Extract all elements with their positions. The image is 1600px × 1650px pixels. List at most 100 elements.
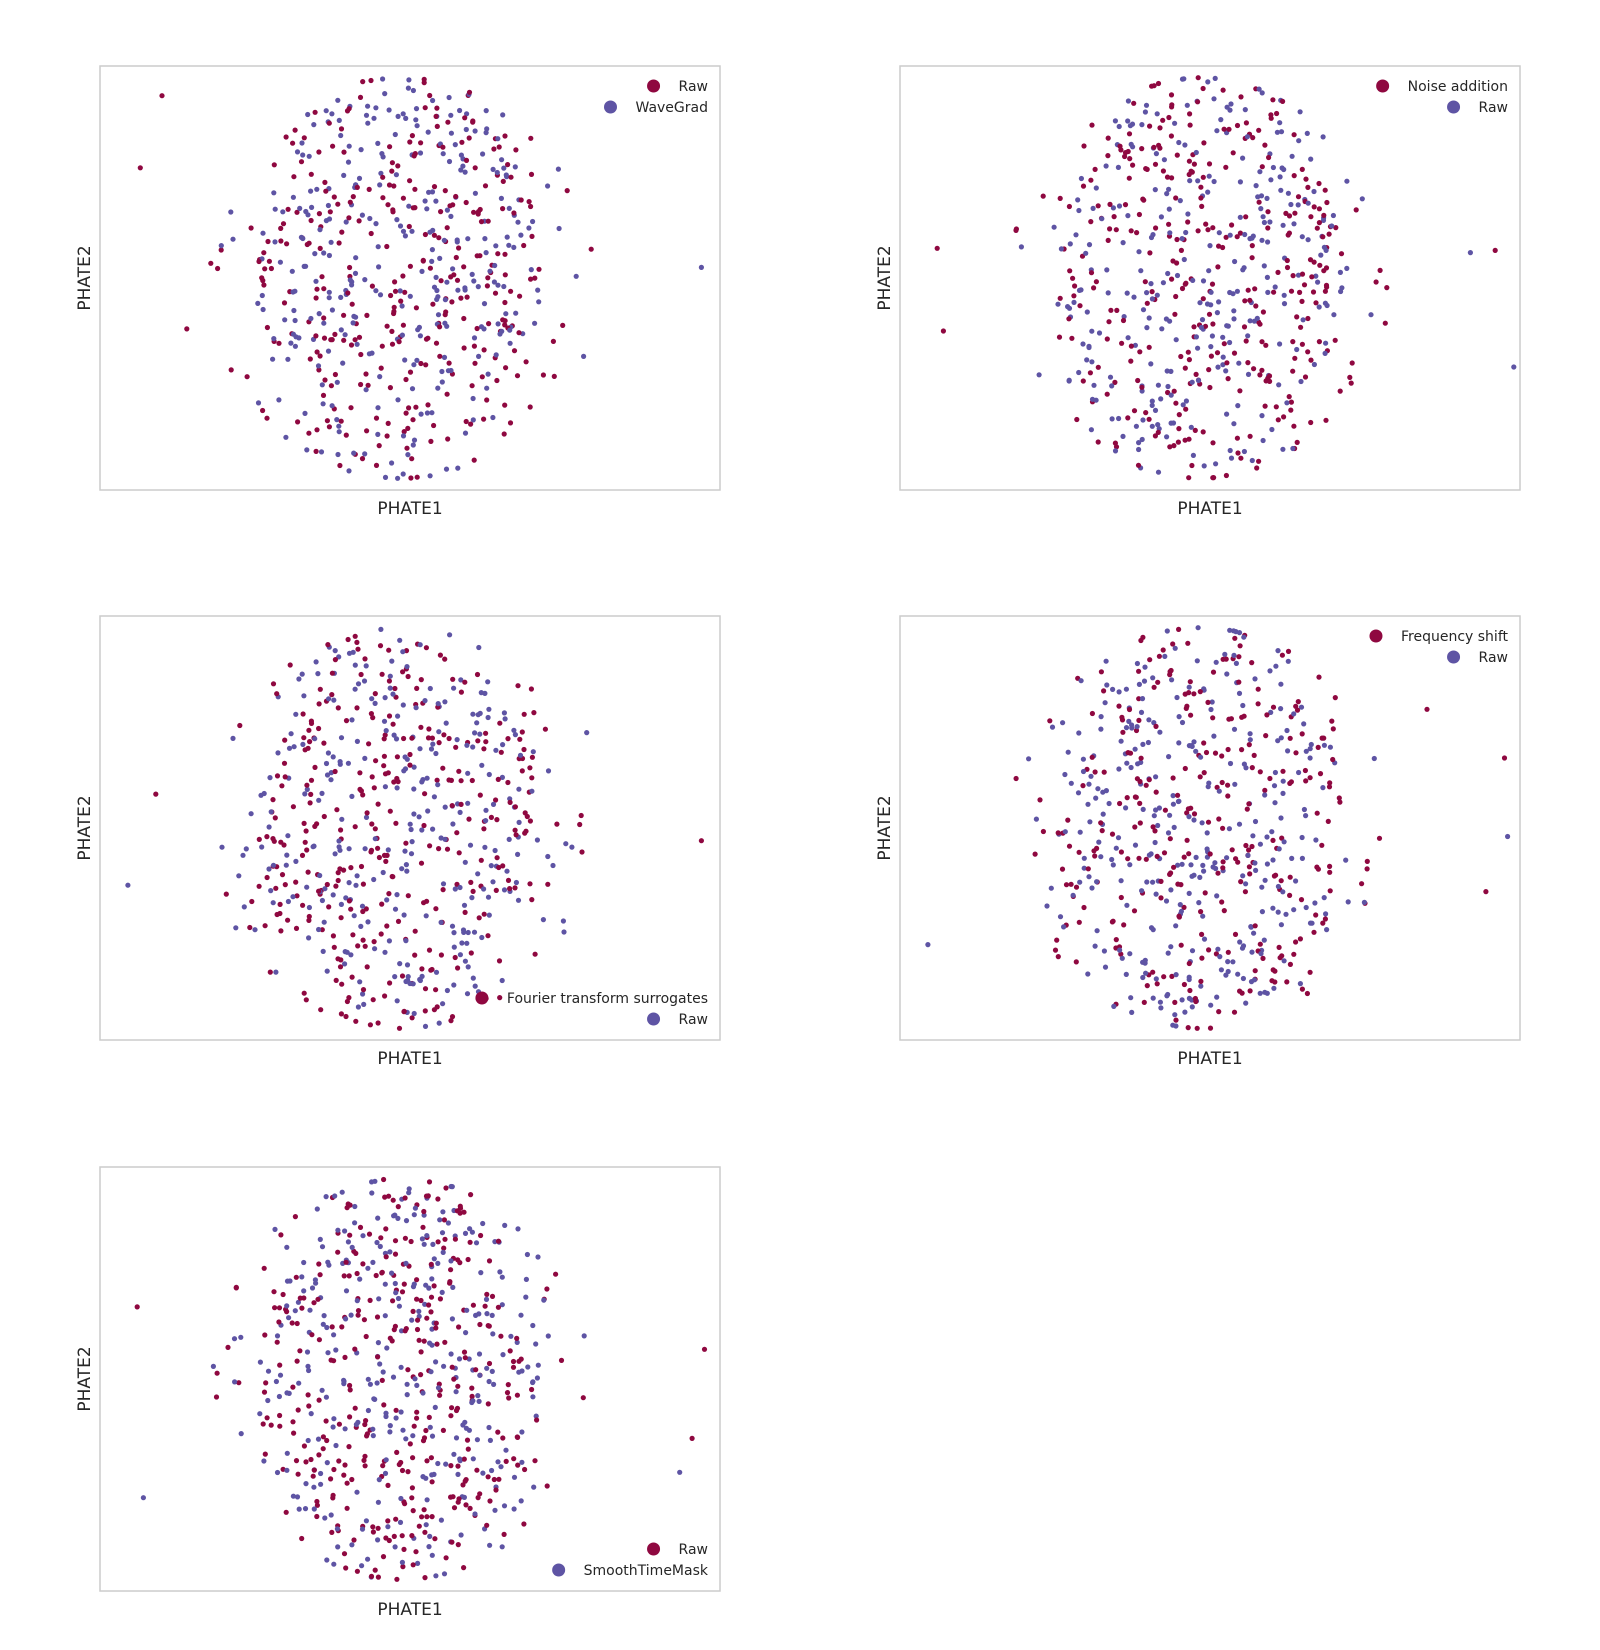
- scatter-point: [467, 842, 474, 848]
- scatter-point: [1182, 365, 1188, 371]
- scatter-point: [558, 1357, 565, 1363]
- scatter-point: [1109, 856, 1115, 863]
- scatter-point: [440, 887, 446, 893]
- scatter-point: [1156, 805, 1162, 811]
- scatter-point: [507, 420, 514, 426]
- scatter-point: [389, 658, 395, 664]
- scatter-point: [499, 1274, 505, 1280]
- scatter-point: [458, 167, 464, 173]
- scatter-point: [365, 382, 371, 388]
- scatter-point: [1124, 902, 1130, 908]
- scatter-point: [272, 206, 278, 212]
- scatter-point: [501, 165, 507, 171]
- scatter-point: [535, 287, 541, 293]
- scatter-point: [395, 113, 401, 119]
- scatter-point: [435, 312, 442, 318]
- scatter-point: [456, 850, 462, 856]
- scatter-point: [561, 929, 567, 935]
- scatter-point: [409, 839, 415, 845]
- scatter-point: [276, 1305, 283, 1311]
- scatter-point: [387, 1423, 393, 1429]
- legend-marker: [647, 1012, 661, 1026]
- scatter-point: [1167, 812, 1173, 818]
- scatter-point: [494, 377, 500, 384]
- scatter-point: [436, 1020, 442, 1026]
- scatter-point: [279, 783, 285, 789]
- scatter-point: [458, 778, 464, 784]
- scatter-point: [325, 642, 331, 648]
- scatter-point: [470, 711, 476, 717]
- scatter-point: [1216, 1009, 1222, 1015]
- scatter-point: [271, 162, 277, 168]
- scatter-point: [1215, 264, 1221, 270]
- scatter-point: [392, 685, 398, 692]
- scatter-point: [433, 750, 439, 757]
- scatter-point: [1225, 959, 1231, 965]
- scatter-point: [338, 418, 344, 424]
- scatter-point: [276, 1393, 282, 1400]
- scatter-point: [375, 1340, 381, 1346]
- scatter-point: [1305, 200, 1311, 206]
- scatter-point: [359, 456, 366, 462]
- scatter-point: [406, 405, 412, 411]
- scatter-point: [1313, 837, 1319, 843]
- scatter-point: [424, 206, 430, 212]
- scatter-point: [285, 833, 291, 839]
- scatter-point: [347, 199, 353, 205]
- scatter-point: [1288, 288, 1295, 294]
- outlier-point: [925, 942, 931, 948]
- scatter-point: [1250, 833, 1256, 839]
- scatter-point: [256, 883, 262, 889]
- scatter-point: [1291, 132, 1297, 138]
- scatter-point: [516, 330, 522, 336]
- scatter-point: [368, 1573, 375, 1579]
- scatter-point: [471, 209, 477, 215]
- scatter-point: [419, 973, 425, 980]
- scatter-point: [1174, 272, 1181, 279]
- scatter-point: [328, 1476, 334, 1482]
- scatter-point: [367, 1297, 373, 1303]
- scatter-point: [1294, 439, 1300, 445]
- scatter-point: [1200, 296, 1206, 302]
- scatter-point: [1320, 785, 1326, 791]
- scatter-point: [461, 1456, 467, 1462]
- scatter-point: [371, 785, 377, 791]
- scatter-point: [382, 695, 388, 701]
- scatter-point: [1247, 988, 1253, 994]
- scatter-point: [296, 1380, 302, 1386]
- scatter-point: [1194, 1025, 1200, 1031]
- scatter-point: [308, 315, 314, 322]
- scatter-point: [1218, 967, 1224, 973]
- scatter-point: [1151, 720, 1157, 726]
- scatter-point: [497, 720, 503, 726]
- scatter-point: [329, 403, 335, 409]
- scatter-point: [1243, 338, 1249, 344]
- scatter-point: [355, 646, 361, 652]
- scatter-point: [1138, 709, 1145, 716]
- scatter-point: [381, 718, 388, 724]
- scatter-point: [1147, 123, 1153, 129]
- scatter-point: [437, 255, 443, 261]
- scatter-point: [486, 1258, 493, 1264]
- scatter-point: [466, 816, 472, 822]
- scatter-point: [328, 777, 334, 783]
- scatter-point: [1314, 810, 1320, 816]
- scatter-point: [290, 1493, 296, 1499]
- scatter-point: [372, 700, 378, 707]
- scatter-point: [1243, 120, 1249, 126]
- scatter-point: [1128, 228, 1134, 234]
- scatter-point: [340, 360, 346, 366]
- scatter-point: [1214, 784, 1220, 790]
- scatter-point: [1044, 903, 1050, 909]
- scatter-point: [1281, 301, 1288, 307]
- scatter-point: [1055, 954, 1061, 960]
- scatter-point: [314, 427, 320, 433]
- scatter-point: [507, 886, 513, 892]
- legend-label: Frequency shift: [1401, 629, 1509, 645]
- scatter-point: [467, 1226, 473, 1232]
- scatter-point: [285, 356, 291, 362]
- scatter-point: [1199, 820, 1205, 826]
- scatter-point: [486, 706, 492, 712]
- scatter-points: [934, 75, 1517, 481]
- scatter-point: [326, 289, 332, 295]
